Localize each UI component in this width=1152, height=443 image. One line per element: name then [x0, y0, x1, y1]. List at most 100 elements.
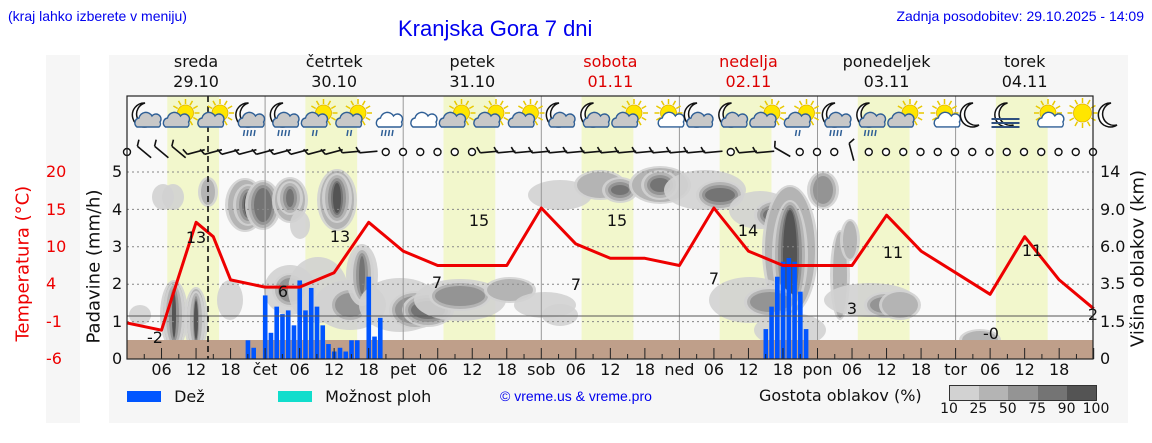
- wind-barb-icon: [562, 146, 585, 154]
- precip-bar: [372, 336, 377, 359]
- cloud-height-tick: 14: [1100, 162, 1121, 181]
- precip-bar: [343, 351, 349, 359]
- x-tick-label: 06: [427, 360, 448, 379]
- wind-calm-icon: [916, 147, 925, 157]
- moon-cloud-icon: [683, 102, 714, 128]
- precip-bar: [366, 276, 372, 359]
- moon-cloud-rain-icon: [235, 102, 266, 137]
- temp-value-label: 11: [1022, 241, 1042, 260]
- sun-cloud-icon: [507, 99, 545, 128]
- x-tick-label: 12: [738, 360, 759, 379]
- copyright-link[interactable]: © vreme.us & vreme.pro: [500, 388, 652, 404]
- x-tick-label: sob: [527, 360, 556, 379]
- sun-cloud-icon: [162, 99, 200, 128]
- day-date: 29.10: [173, 72, 219, 91]
- precip-bar: [763, 329, 769, 359]
- wind-barb-icon: [614, 146, 637, 154]
- sun-small-cloud-icon: [654, 99, 686, 128]
- cloud-height-tick: 6.0: [1100, 237, 1126, 256]
- sun-cloud-rain-icon: [335, 99, 372, 137]
- temp-tick: 10: [46, 237, 67, 256]
- sun-cloud-rain-icon: [783, 99, 821, 137]
- x-tick-label: 06: [703, 360, 725, 379]
- precip-bar: [780, 261, 786, 359]
- x-tick-label: 06: [289, 360, 310, 379]
- day-name: sobota: [583, 52, 638, 71]
- temp-value-label: 15: [469, 211, 489, 230]
- day-label-5: ponedeljek 03.11: [822, 52, 952, 92]
- precip-bar: [314, 306, 320, 359]
- temp-value-label: -0: [983, 324, 999, 343]
- temp-value-label: 13: [186, 228, 206, 247]
- wind-calm-icon: [381, 147, 390, 157]
- precip-tick: 5: [112, 162, 123, 181]
- wind-calm-icon: [398, 147, 408, 157]
- precip-bar: [245, 340, 251, 359]
- sun-small-cloud-icon: [1034, 99, 1065, 128]
- weather-icons: [131, 98, 1118, 137]
- precip-tick: 0: [112, 349, 123, 368]
- precip-tick: 4: [112, 200, 123, 219]
- precip-bar: [291, 325, 297, 359]
- x-tick-label: ned: [664, 360, 695, 379]
- temp-value-label: 7: [432, 273, 442, 292]
- sun-small-cloud-icon: [930, 99, 962, 128]
- wind-barb-icon: [320, 148, 343, 156]
- wind-barbs: [122, 138, 1098, 161]
- sun-cloud-icon: [611, 99, 648, 128]
- sun-cloud-icon: [473, 99, 510, 128]
- wind-barb-icon: [648, 146, 671, 154]
- shower-label: Možnost ploh: [325, 387, 432, 406]
- wind-calm-icon: [864, 147, 873, 157]
- x-tick-label: 12: [185, 360, 207, 379]
- moon-icon: [1097, 102, 1118, 128]
- wind-barb-icon: [493, 146, 516, 154]
- day-label-1: četrtek 30.10: [269, 52, 399, 92]
- density-swatch: [950, 386, 980, 400]
- legend-rain: Dež: [127, 386, 205, 406]
- cloud-density-scale: [949, 385, 1097, 401]
- cloud-density-label: Gostota oblakov (%): [759, 386, 922, 405]
- wind-calm-icon: [968, 147, 977, 157]
- plot-frame: [126, 95, 1094, 360]
- day-name: sreda: [173, 52, 219, 71]
- precip-bar: [786, 258, 792, 359]
- wind-calm-icon: [812, 147, 822, 157]
- x-tick-label: 12: [600, 360, 621, 379]
- cloud-height-tick: 9.0: [1100, 200, 1126, 219]
- precip-bar: [798, 291, 803, 359]
- rain-label: Dež: [174, 387, 205, 406]
- sun-cloud-rain-icon: [300, 99, 338, 137]
- x-tick-label: tor: [944, 360, 967, 379]
- wind-barb-icon: [579, 146, 602, 154]
- temperature-line: [126, 206, 1095, 332]
- temp-value-label: -2: [147, 328, 163, 347]
- cloud-rain-icon: [375, 111, 404, 137]
- day-date: 03.11: [863, 72, 910, 91]
- wind-calm-icon: [726, 147, 735, 157]
- precip-bar: [268, 332, 274, 359]
- precip-bar: [308, 287, 314, 359]
- density-tick: 10: [940, 401, 958, 417]
- wind-calm-icon: [416, 147, 425, 157]
- moon-cloud-icon: [718, 102, 749, 128]
- density-tick: 25: [969, 401, 988, 417]
- wind-calm-icon: [433, 147, 442, 157]
- x-tick-label: 06: [151, 360, 172, 379]
- sun-cloud-icon: [887, 99, 924, 128]
- day-name: ponedeljek: [842, 52, 931, 71]
- day-label-4: nedelja 02.11: [683, 52, 813, 92]
- day-date: 01.11: [587, 72, 634, 91]
- cloud-density-blobs: [129, 166, 1001, 353]
- last-update: Zadnja posodobitev: 29.10.2025 - 14:09: [896, 8, 1144, 24]
- moon-cloud-icon: [580, 102, 611, 128]
- precip-bar: [303, 310, 308, 359]
- temp-tick: 20: [46, 162, 67, 181]
- precip-bar: [349, 340, 354, 359]
- wind-barb-icon: [171, 139, 187, 159]
- cloud-height-tick: 3.5: [1100, 274, 1126, 293]
- x-tick-label: pon: [802, 360, 833, 379]
- cloud-height-tick: 1.5: [1100, 312, 1126, 331]
- wind-barb-icon: [476, 146, 499, 154]
- day-label-0: sreda 29.10: [131, 52, 261, 92]
